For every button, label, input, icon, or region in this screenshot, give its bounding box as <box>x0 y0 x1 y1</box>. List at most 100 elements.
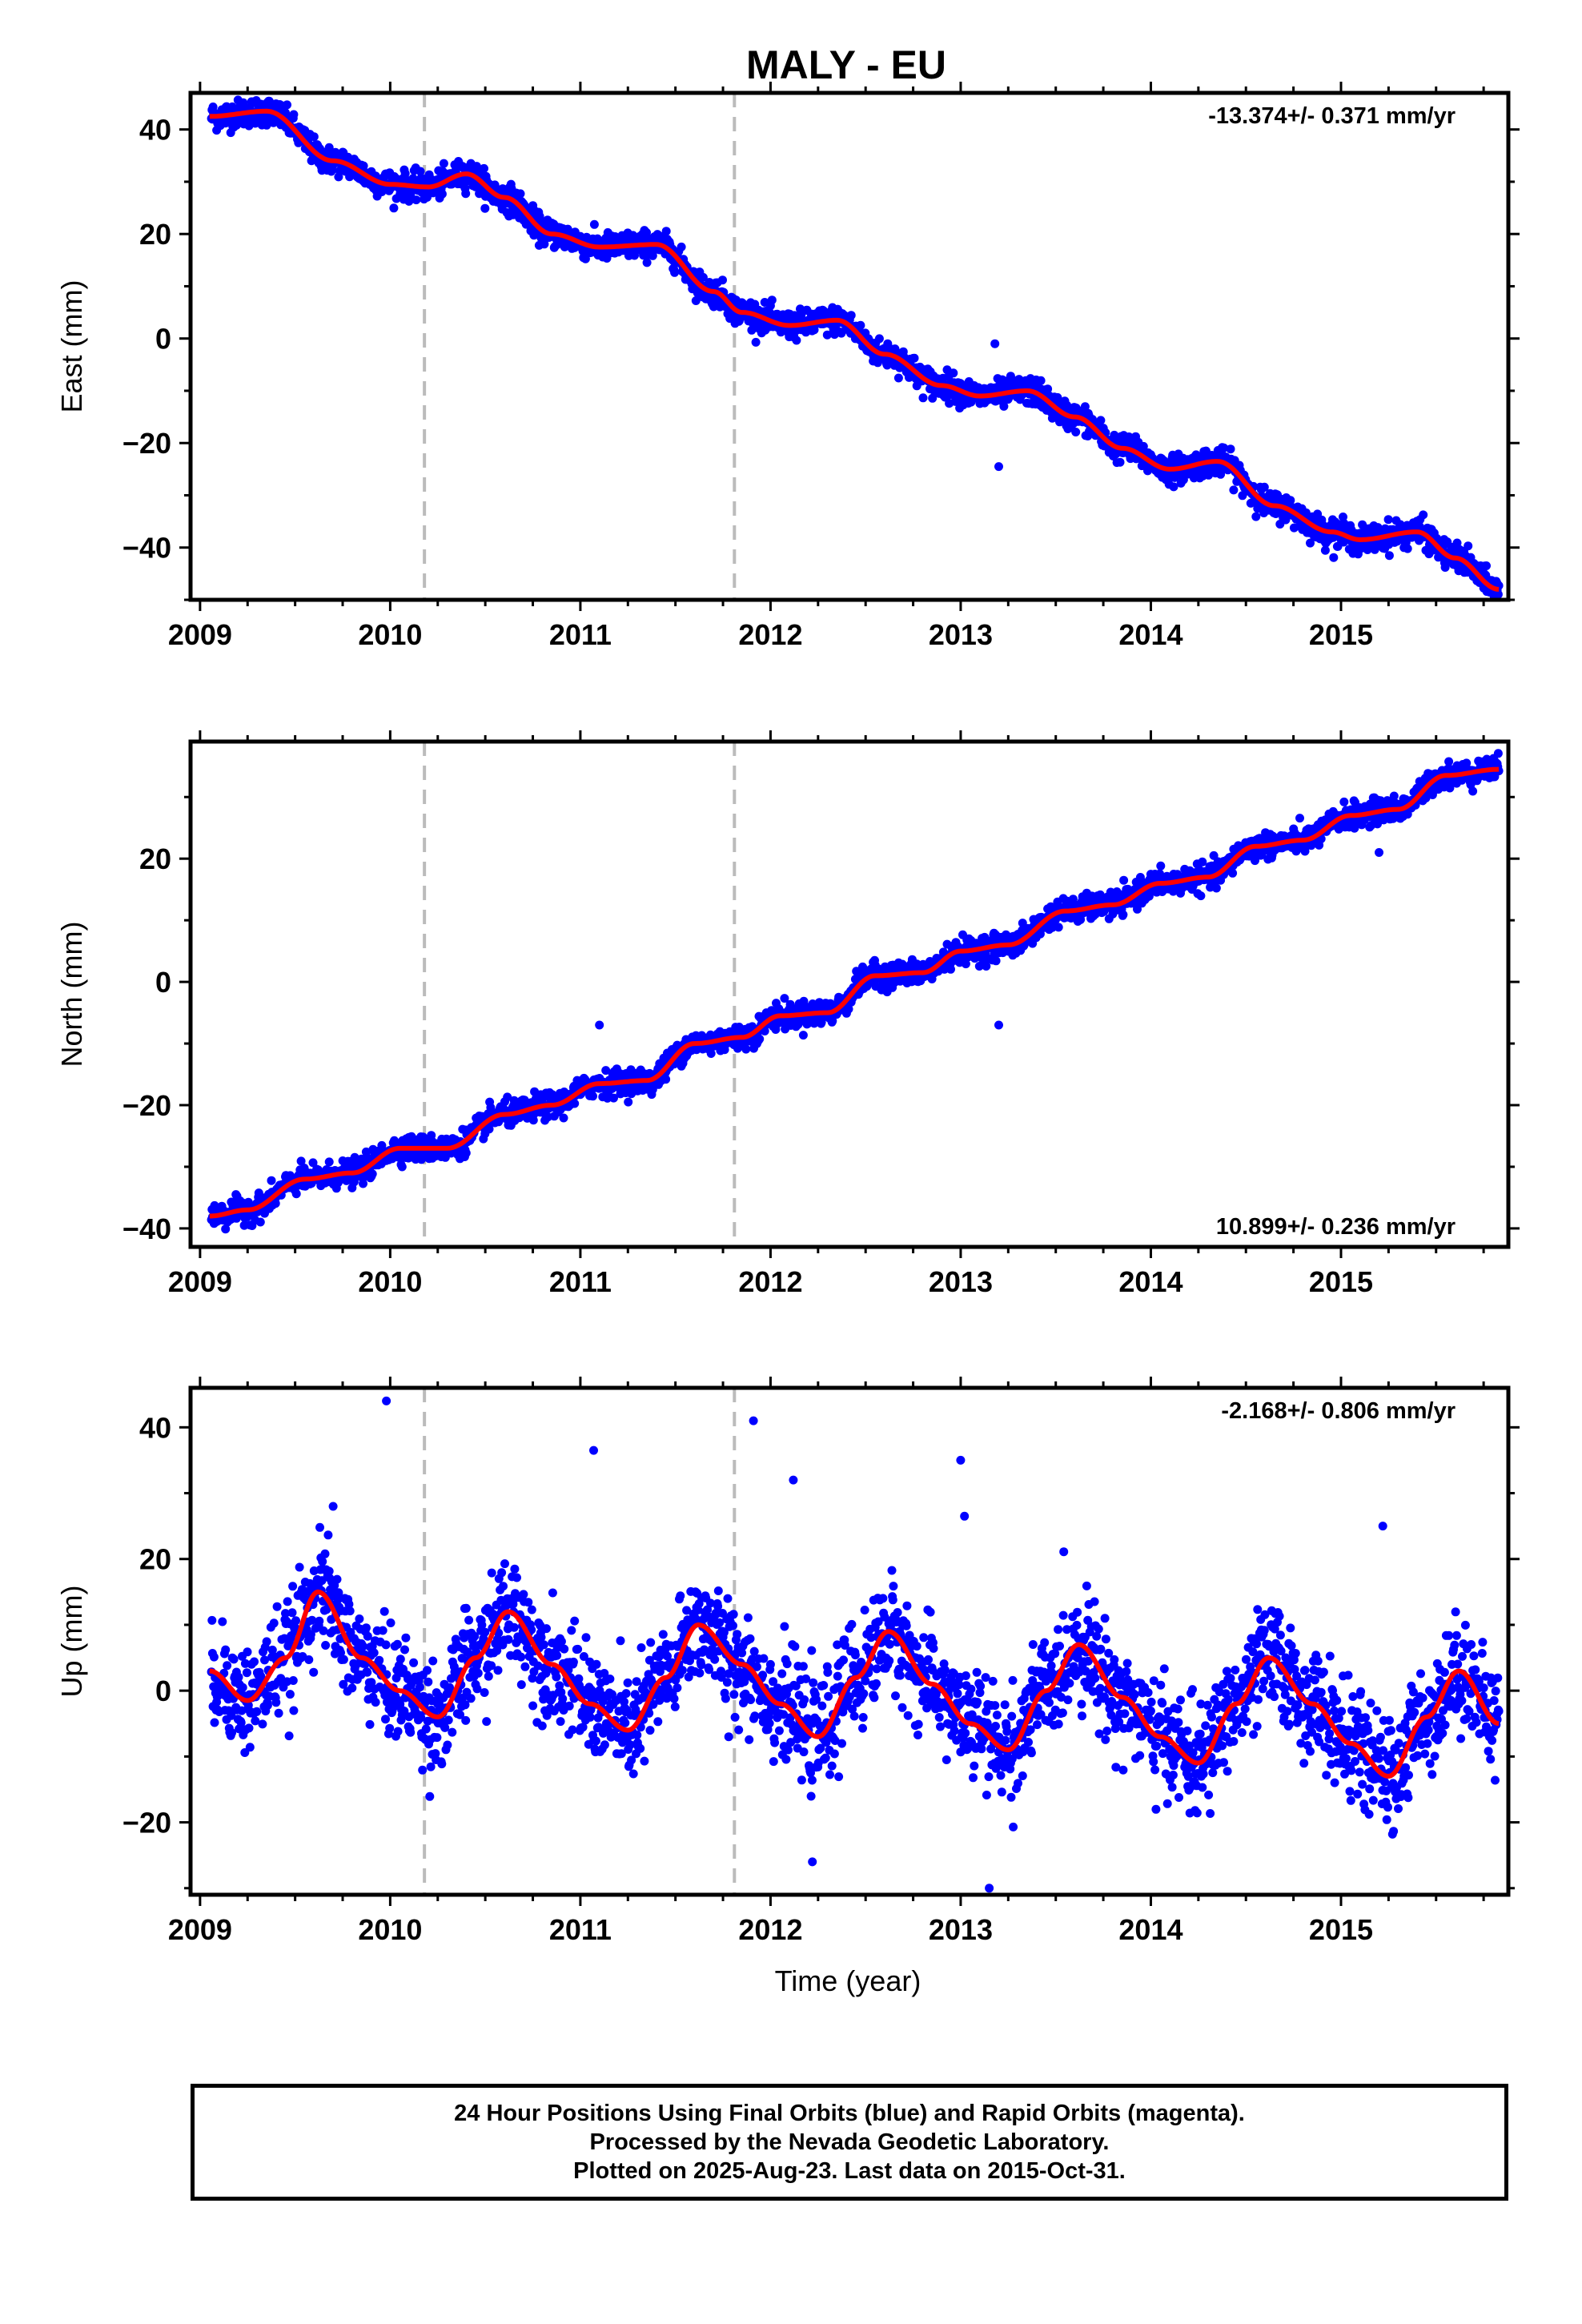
east-data-point <box>905 372 913 382</box>
east-data-point <box>289 110 299 119</box>
north-data-point <box>570 1099 580 1108</box>
east-x-tick-label: 2012 <box>738 618 802 651</box>
east-data-point <box>412 195 421 205</box>
north-data-point <box>1339 797 1349 806</box>
north-data-point <box>1211 883 1221 893</box>
panel-north: 2009 2010 2011 2012 2013 2014 2015−40−20020Nor… <box>55 730 1520 1298</box>
north-data-point <box>1196 891 1206 901</box>
east-data-point <box>1403 544 1412 553</box>
east-data-point <box>874 334 884 344</box>
east-data-point <box>698 272 708 282</box>
east-data-point <box>1036 376 1046 385</box>
east-x-tick-label: 2009 <box>168 618 232 651</box>
east-data-point <box>630 251 639 260</box>
north-data-point <box>1198 857 1207 866</box>
north-data-point <box>367 1169 377 1179</box>
east-y-tick-label: 40 <box>139 114 171 147</box>
east-data-point <box>1384 551 1394 561</box>
east-data-point <box>718 275 727 285</box>
east-data-point <box>283 100 291 110</box>
east-data-point <box>1419 510 1428 520</box>
east-data-point <box>949 368 958 378</box>
north-data-point <box>1444 757 1454 766</box>
chart-title: MALY - EU <box>746 42 946 87</box>
north-data-point <box>624 1097 633 1107</box>
east-data-point <box>670 267 680 277</box>
east-data-point <box>1464 541 1473 551</box>
east-x-tick-label: 2013 <box>929 618 993 651</box>
east-data-point <box>1259 482 1269 492</box>
east-data-point <box>677 242 686 251</box>
north-data-point <box>1295 814 1304 823</box>
east-data-point <box>1482 561 1491 570</box>
panels-group: 2009 2010 2011 2012 2013 2014 2015−40−2002040E… <box>55 82 1520 1997</box>
east-y-axis-label: East (mm) <box>55 280 88 413</box>
east-x-tick-label: 2010 <box>358 618 422 651</box>
north-data-point <box>741 1044 751 1054</box>
east-data-point <box>1251 512 1261 521</box>
east-data-point <box>1226 444 1235 454</box>
east-data-point <box>1339 513 1347 521</box>
north-data-point <box>1156 861 1166 870</box>
east-data-point <box>324 143 334 152</box>
east-x-tick-label: 2011 <box>549 618 612 651</box>
east-data-point <box>1329 553 1339 562</box>
north-data-point <box>255 1217 265 1227</box>
east-y-tick-label: 0 <box>155 323 171 356</box>
east-data-point <box>918 393 928 403</box>
north-data-point <box>1054 923 1063 932</box>
east-data-point <box>1229 485 1239 495</box>
east-rate-label: -13.374+/- 0.371 mm/yr <box>1208 103 1456 129</box>
east-data-point <box>642 258 652 267</box>
east-data-point <box>1320 545 1330 555</box>
east-data-point <box>1306 538 1315 548</box>
east-outlier-point <box>990 339 1000 348</box>
east-x-tick-label: 2015 <box>1309 618 1373 651</box>
north-data-point <box>1468 786 1478 796</box>
east-data-point <box>767 296 777 305</box>
north-data-point <box>661 1075 671 1084</box>
east-data-point <box>309 132 319 142</box>
east-data-point <box>480 163 488 173</box>
east-data-point <box>751 337 761 347</box>
north-data-point <box>588 1092 597 1101</box>
north-data-point <box>397 1162 407 1172</box>
east-data-point <box>416 167 425 176</box>
east-data-point <box>461 189 471 199</box>
east-data-point <box>262 120 271 130</box>
east-data-point <box>1219 443 1228 452</box>
east-data-point <box>1138 441 1148 451</box>
east-data-point <box>909 353 919 363</box>
east-data-point <box>589 219 599 229</box>
east-data-point <box>792 336 801 345</box>
east-outlier-point <box>994 462 1003 472</box>
east-data-point <box>389 203 399 213</box>
north-data-point <box>267 1176 276 1185</box>
east-data-point <box>661 227 671 236</box>
north-data-point <box>798 1031 808 1040</box>
east-y-tick-label: 20 <box>139 218 171 251</box>
east-data-point <box>1169 482 1178 492</box>
east-data-point <box>359 161 368 171</box>
east-y-tick-label: −40 <box>122 532 171 565</box>
east-data-point <box>1115 457 1125 467</box>
east-data-point <box>1289 523 1299 533</box>
east-x-tick-label: 2014 <box>1118 618 1182 651</box>
east-data-point <box>893 373 903 383</box>
east-data-point <box>439 159 448 168</box>
east-data-point <box>540 239 549 249</box>
north-data-point <box>946 964 955 974</box>
east-data-point <box>1071 428 1081 436</box>
east-data-point <box>269 118 279 127</box>
east-data-point <box>516 189 525 199</box>
panel-east: 2009 2010 2011 2012 2013 2014 2015−40−2002040E… <box>55 82 1520 651</box>
north-data-point <box>1118 910 1128 919</box>
north-data-point <box>291 1189 301 1199</box>
east-data-point <box>437 189 447 199</box>
east-data-point <box>1043 384 1053 394</box>
east-data-point <box>999 401 1009 411</box>
east-data-point <box>580 254 590 263</box>
east-data-point <box>1080 402 1090 412</box>
east-data-point <box>1096 416 1106 425</box>
north-data-point <box>1119 875 1129 885</box>
